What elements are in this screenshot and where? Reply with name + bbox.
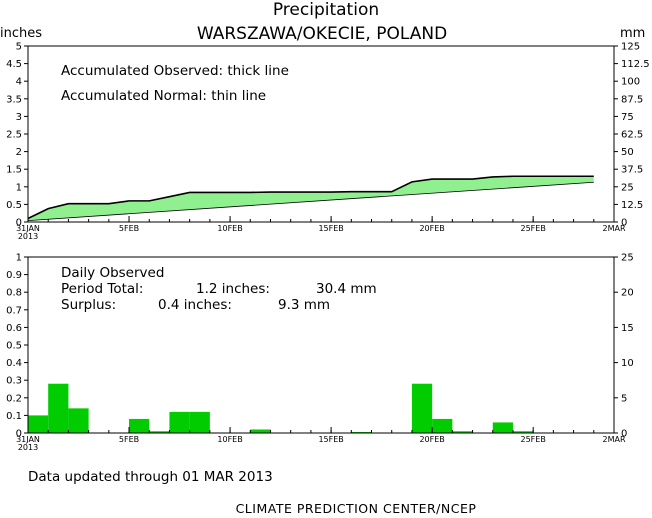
chart-title: Precipitation xyxy=(273,0,379,20)
daily-panel: 0 0.1 0.2 0.3 0.4 0.5 0.6 0.7 0.8 0.9 1 0 5 10 15 20 25… xyxy=(6,253,634,453)
data-updated-note: Data updated through 01 MAR 2013 xyxy=(28,469,273,485)
left-unit-label: inches xyxy=(0,26,42,41)
bottom-left-tick-label: 0.1 xyxy=(6,411,22,422)
top-left-tick-label: 0 xyxy=(16,218,22,229)
daily-bar xyxy=(48,383,69,433)
bottom-left-tick-label: 0.4 xyxy=(6,358,22,369)
accumulated-panel: 0 0.5 1 1.5 2 2.5 3 3.5 4 4.5 5 0 12.5 25 37.5 50 62.5 7… xyxy=(6,42,650,242)
bottom-right-tick-label: 15 xyxy=(621,323,634,334)
daily-heading: Daily Observed xyxy=(61,265,164,281)
top-right-tick-label: 25 xyxy=(621,182,634,193)
daily-bar xyxy=(189,411,210,433)
bottom-x-tick-label: 20FEB xyxy=(419,435,444,444)
top-left-tick-label: 0.5 xyxy=(6,200,22,211)
bottom-left-tick-label: 0.9 xyxy=(6,270,22,281)
surplus-inches: 0.4 inches: xyxy=(158,297,232,313)
bottom-right-tick-label: 0 xyxy=(621,429,627,440)
period-total-label: Period Total: xyxy=(61,281,143,297)
daily-bar xyxy=(452,431,473,433)
top-right-tick-label: 12.5 xyxy=(621,200,643,211)
top-right-tick-label: 87.5 xyxy=(621,94,643,105)
top-left-tick-label: 2 xyxy=(16,147,22,158)
bottom-left-tick-label: 1 xyxy=(16,253,22,264)
period-total-inches: 1.2 inches: xyxy=(196,281,270,297)
daily-bar xyxy=(68,408,89,433)
bottom-left-tick-label: 0.5 xyxy=(6,341,22,352)
top-right-tick-label: 125 xyxy=(621,42,640,53)
daily-bars-layer xyxy=(28,383,534,433)
accumulated-left-axis: 0 0.5 1 1.5 2 2.5 3 3.5 4 4.5 5 xyxy=(6,42,28,229)
right-unit-label: mm xyxy=(620,26,645,41)
bottom-right-tick-label: 10 xyxy=(621,358,634,369)
top-x-tick-label: 5FEB xyxy=(119,224,139,233)
bottom-left-tick-label: 0.6 xyxy=(6,323,22,334)
footer-credit: CLIMATE PREDICTION CENTER/NCEP xyxy=(236,501,477,516)
top-x-tick-label: 31JAN xyxy=(16,224,40,233)
top-right-tick-label: 0 xyxy=(621,218,627,229)
bottom-x-tick-label: 31JAN xyxy=(16,435,40,444)
bottom-left-tick-label: 0.2 xyxy=(6,393,22,404)
bottom-right-tick-label: 25 xyxy=(621,253,634,264)
top-x-tick-label: 2MAR xyxy=(602,224,625,233)
legend-observed: Accumulated Observed: thick line xyxy=(61,63,289,79)
daily-bar xyxy=(28,415,49,433)
top-x-tick-label: 20FEB xyxy=(419,224,444,233)
daily-bar xyxy=(492,422,513,433)
daily-bar xyxy=(149,431,170,433)
top-right-tick-label: 50 xyxy=(621,147,634,158)
surplus-label: Surplus: xyxy=(61,297,116,313)
bottom-left-tick-label: 0.8 xyxy=(6,288,22,299)
daily-bar xyxy=(512,431,534,433)
top-x-year-label: 2013 xyxy=(18,232,38,241)
bottom-x-tick-label: 10FEB xyxy=(217,435,242,444)
daily-bar xyxy=(250,429,271,433)
bottom-x-tick-label: 2MAR xyxy=(602,435,625,444)
period-total-mm: 30.4 mm xyxy=(316,281,377,297)
daily-bar xyxy=(169,411,190,433)
top-right-tick-label: 112.5 xyxy=(621,59,650,70)
top-x-tick-label: 25FEB xyxy=(521,224,546,233)
top-x-tick-label: 15FEB xyxy=(318,224,343,233)
bottom-left-tick-label: 0 xyxy=(16,429,22,440)
accumulated-observed-line xyxy=(27,175,594,220)
top-left-tick-label: 3 xyxy=(16,112,22,123)
top-left-tick-label: 2.5 xyxy=(6,130,22,141)
top-left-tick-label: 1.5 xyxy=(6,165,22,176)
surplus-mm: 9.3 mm xyxy=(278,297,330,313)
top-right-tick-label: 37.5 xyxy=(621,165,643,176)
bottom-x-tick-label: 25FEB xyxy=(521,435,546,444)
bottom-x-year-label: 2013 xyxy=(18,443,38,452)
top-right-tick-label: 62.5 xyxy=(621,130,643,141)
accumulated-surplus-fill xyxy=(28,176,594,221)
bottom-right-tick-label: 5 xyxy=(621,393,627,404)
accumulated-area-layer xyxy=(27,175,594,221)
daily-right-axis: 0 5 10 15 20 25 xyxy=(614,253,634,440)
top-left-tick-label: 4 xyxy=(16,77,22,88)
top-right-tick-label: 75 xyxy=(621,112,634,123)
top-left-tick-label: 1 xyxy=(16,182,22,193)
daily-left-axis: 0 0.1 0.2 0.3 0.4 0.5 0.6 0.7 0.8 0.9 1 xyxy=(6,253,28,440)
bottom-right-tick-label: 20 xyxy=(621,288,634,299)
chart-subtitle: WARSZAWA/OKECIE, POLAND xyxy=(197,24,447,44)
accumulated-right-axis: 0 12.5 25 37.5 50 62.5 75 87.5 100 112.5 125 xyxy=(614,42,650,229)
bottom-left-tick-label: 0.3 xyxy=(6,376,22,387)
top-left-tick-label: 4.5 xyxy=(6,59,22,70)
top-left-tick-label: 3.5 xyxy=(6,94,22,105)
bottom-left-tick-label: 0.7 xyxy=(6,305,22,316)
daily-bar xyxy=(411,383,433,433)
top-right-tick-label: 100 xyxy=(621,77,640,88)
bottom-x-tick-label: 15FEB xyxy=(318,435,343,444)
top-x-tick-label: 10FEB xyxy=(217,224,242,233)
daily-bar xyxy=(129,418,150,433)
top-left-tick-label: 5 xyxy=(16,42,22,53)
accumulated-normal-line xyxy=(27,181,594,221)
legend-normal: Accumulated Normal: thin line xyxy=(61,88,266,104)
bottom-x-tick-label: 5FEB xyxy=(119,435,139,444)
daily-bar xyxy=(432,418,453,433)
